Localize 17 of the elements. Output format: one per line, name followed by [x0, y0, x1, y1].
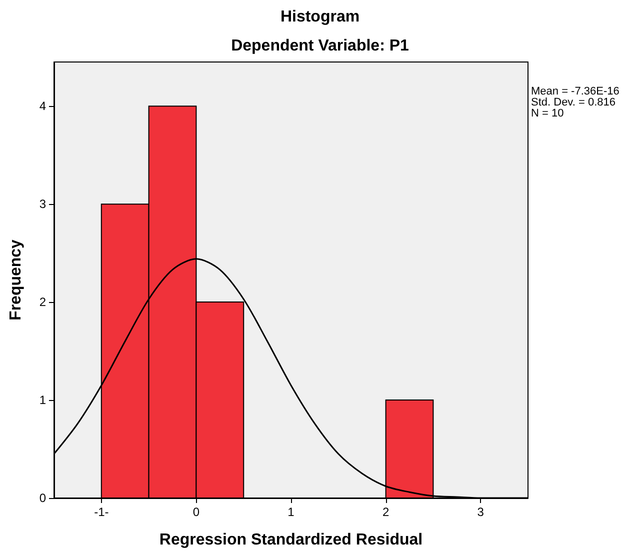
x-tick-label: 1	[288, 505, 295, 519]
text: N = 10	[531, 108, 564, 120]
y-tick-label: 1	[39, 393, 46, 408]
text: Mean = -7.36E-16	[531, 86, 620, 98]
x-tick-label: 3	[477, 505, 484, 519]
y-axis-title: Frequency	[8, 239, 24, 320]
x-tick-label: 0	[192, 505, 200, 519]
text: Std. Dev. = 0.816	[531, 96, 616, 108]
y-tick-label: 3	[39, 197, 46, 212]
chart-title: Histogram	[280, 8, 360, 26]
x-tick-label: 2	[382, 505, 390, 519]
y-tick-label: 0	[39, 491, 46, 505]
x-axis-title: Regression Standardized Residual	[159, 532, 423, 548]
y-tick-label: 2	[39, 295, 46, 310]
chart-subtitle: Dependent Variable: P1	[231, 38, 410, 54]
x-tick-label: -1-	[94, 505, 109, 519]
y-tick-label: 4	[39, 99, 46, 114]
